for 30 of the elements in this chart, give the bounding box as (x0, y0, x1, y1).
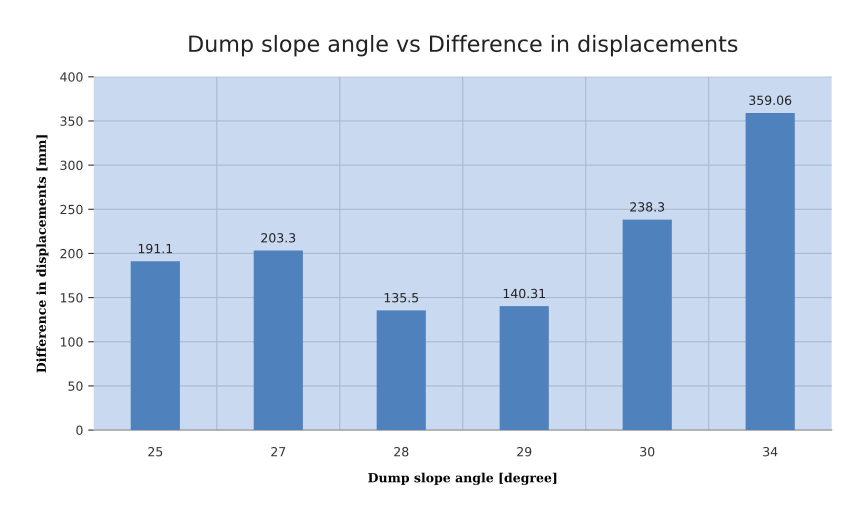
x-tick-label: 29 (517, 446, 532, 456)
bar (500, 306, 549, 430)
bar (130, 261, 180, 430)
data-label: 203.3 (261, 233, 296, 243)
data-label: 191.1 (138, 244, 172, 254)
bar (254, 250, 303, 430)
chart-title: Dump slope angle vs Difference in displacements (189, 34, 738, 56)
x-tick-label: 27 (271, 446, 286, 456)
x-tick-label: 25 (148, 446, 162, 456)
y-tick-label: 350 (60, 116, 83, 126)
bar (622, 220, 672, 430)
y-tick-label: 0 (76, 426, 83, 436)
data-label: 359.06 (749, 96, 792, 105)
data-label: 238.3 (630, 202, 664, 212)
bar (376, 310, 426, 430)
y-tick-label: 300 (60, 160, 83, 170)
y-tick-label: 150 (60, 293, 83, 303)
bar (746, 112, 795, 430)
x-tick-label: 28 (394, 446, 408, 456)
x-tick-label: 34 (763, 446, 778, 456)
y-tick-label: 200 (60, 248, 83, 258)
y-tick-label: 100 (60, 337, 83, 347)
data-label: 135.5 (384, 292, 418, 302)
x-tick-label: 30 (640, 446, 654, 456)
y-tick-label: 400 (60, 72, 83, 82)
y-axis-title: Difference in displacements [mm] (36, 135, 48, 373)
y-tick-label: 50 (68, 381, 83, 391)
x-axis-title: Dump slope angle [degree] (368, 472, 556, 486)
data-label: 140.31 (504, 288, 545, 298)
y-tick-label: 250 (60, 204, 83, 214)
